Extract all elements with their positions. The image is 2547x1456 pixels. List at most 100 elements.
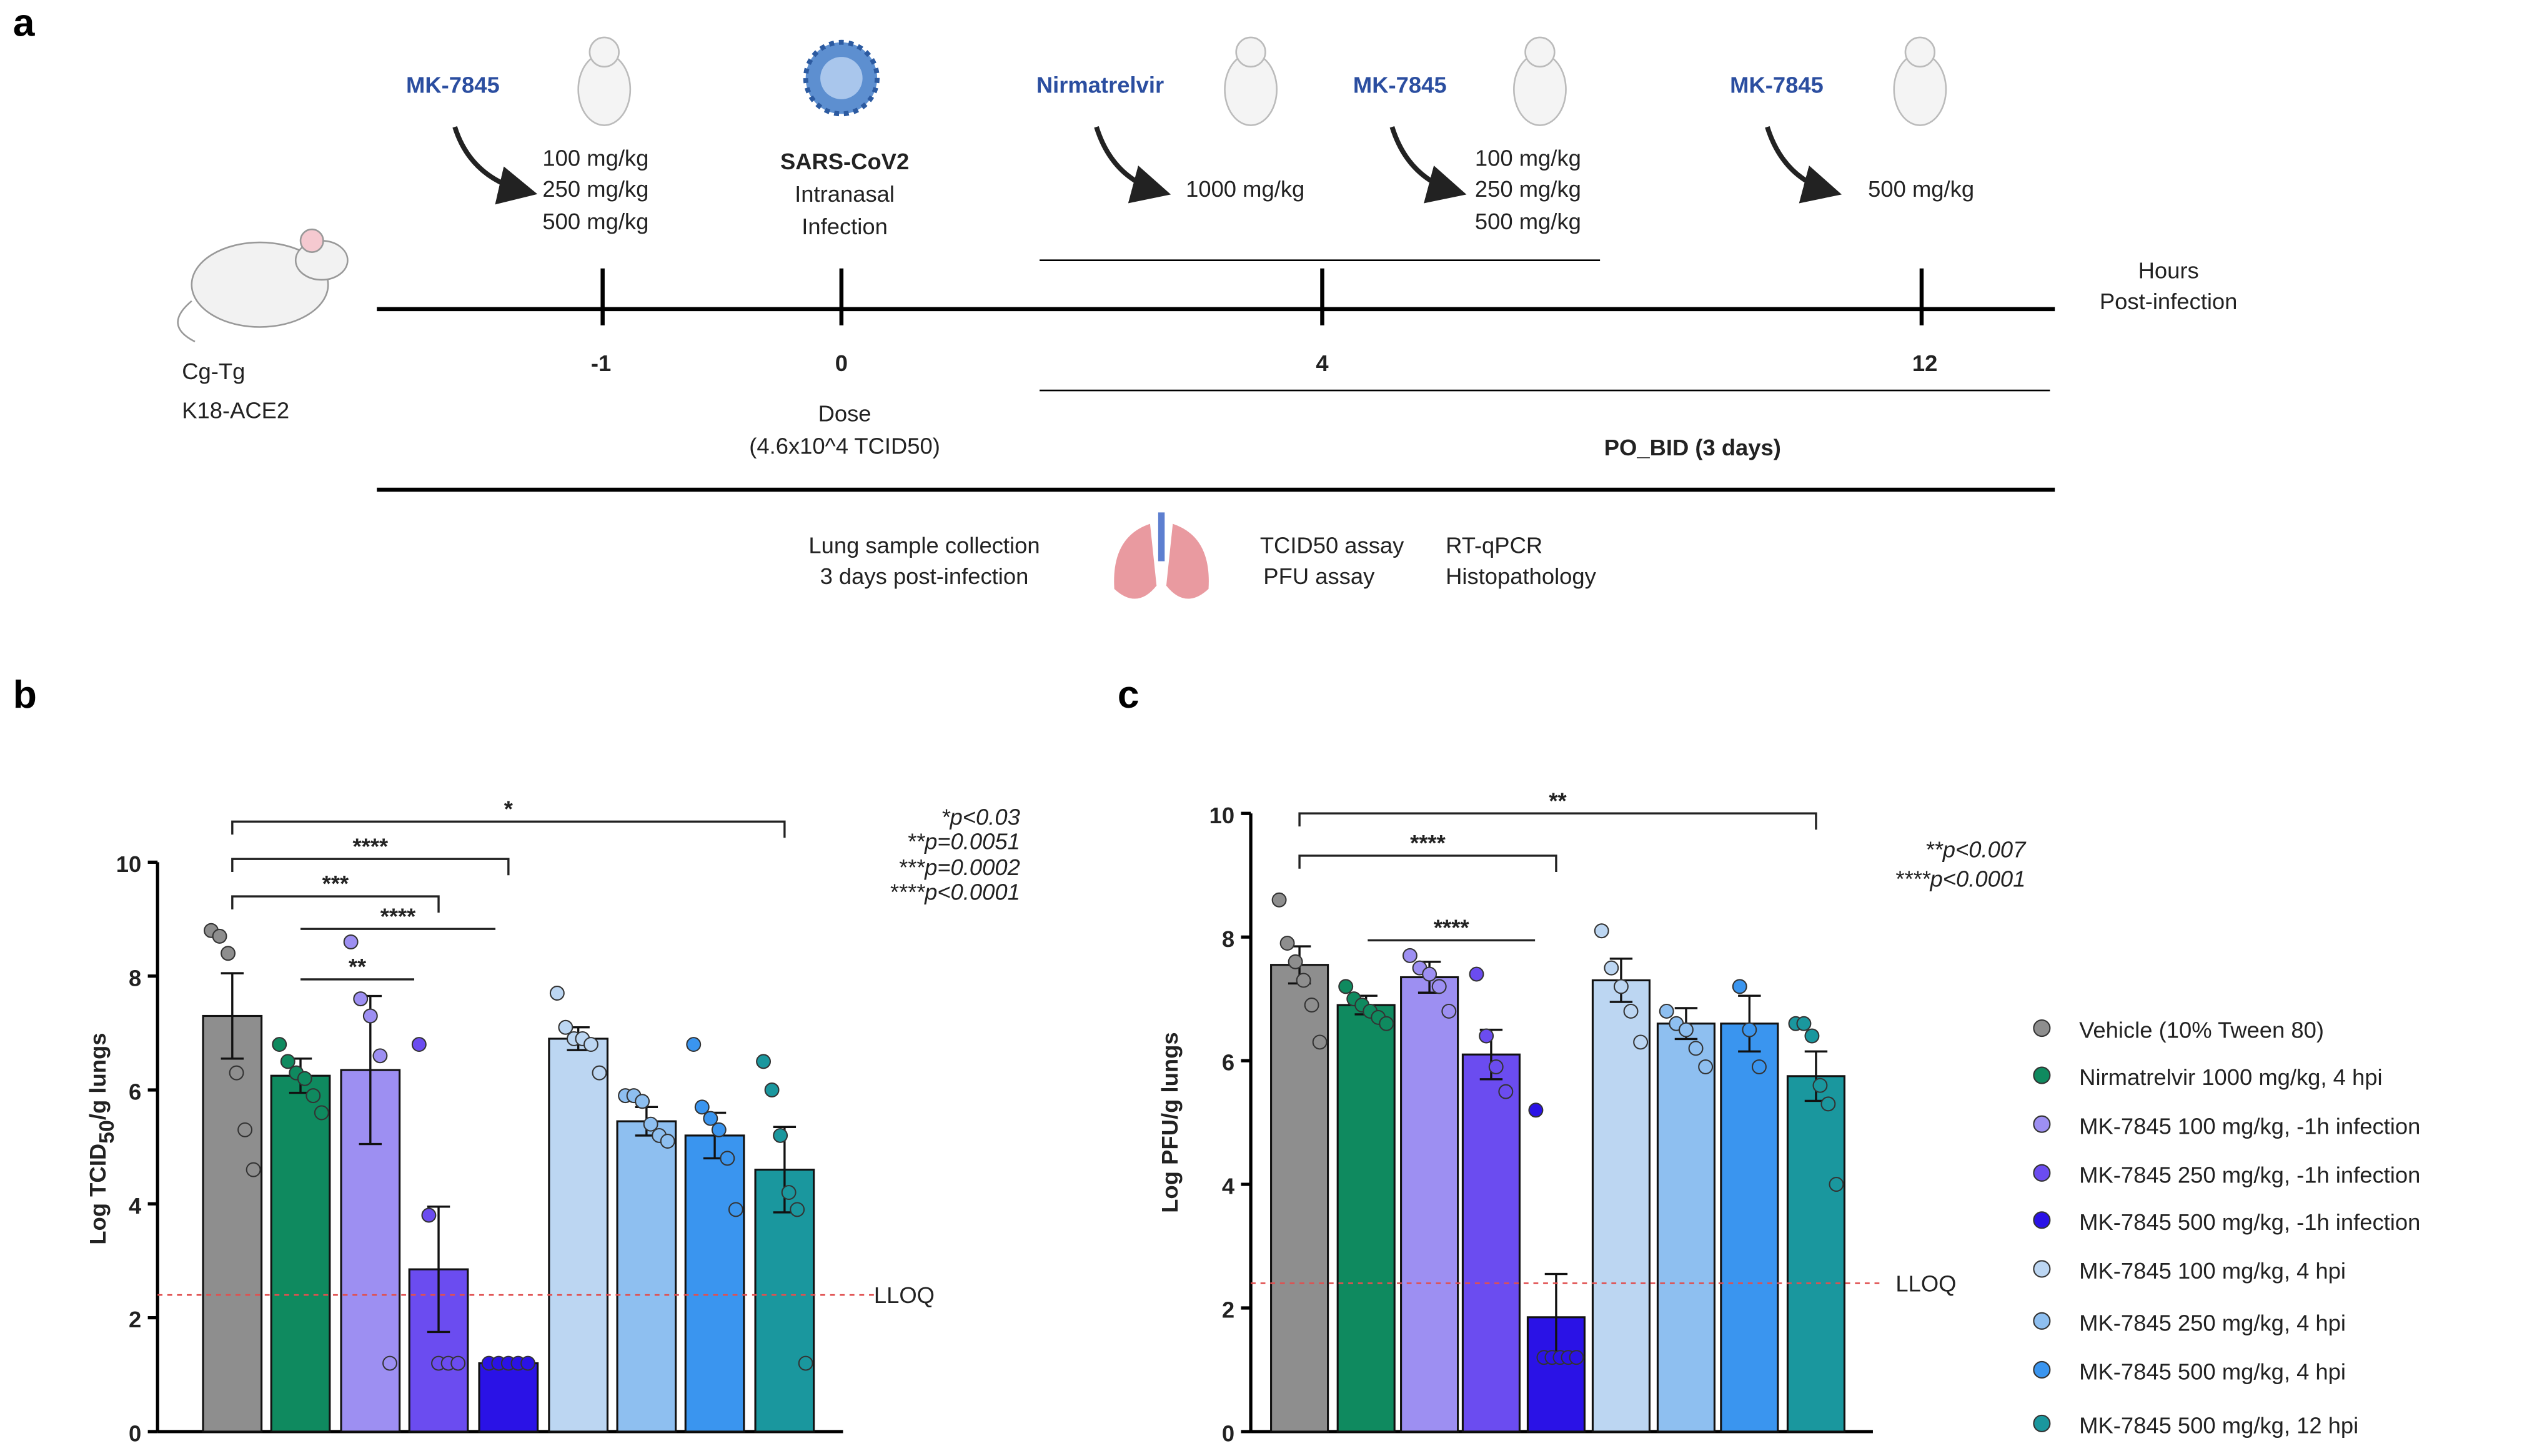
data-point [280, 1054, 295, 1069]
legend-label: MK-7845 100 mg/kg, -1h infection [2079, 1113, 2420, 1139]
bar [1656, 1023, 1715, 1433]
data-point [237, 1122, 253, 1137]
data-point [314, 1105, 329, 1121]
regimen-label: PO_BID (3 days) [1604, 435, 1781, 460]
legend-swatch [2033, 1115, 2051, 1133]
bar [1461, 1053, 1521, 1433]
significance-label: **** [353, 833, 389, 859]
data-point [1659, 1003, 1674, 1019]
legend-swatch [2033, 1164, 2051, 1182]
y-tick-label: 6 [1222, 1050, 1234, 1076]
data-point [635, 1094, 650, 1109]
data-point [1569, 1350, 1584, 1365]
legend-swatch [2033, 1260, 2051, 1278]
y-axis-label-part: /g lungs [85, 1033, 111, 1120]
data-point [790, 1202, 805, 1217]
data-point [1431, 979, 1447, 994]
data-point [1804, 1028, 1820, 1044]
data-point [1469, 966, 1484, 982]
data-point [421, 1207, 437, 1223]
assay-label: RT-qPCR [1446, 532, 1542, 558]
lloq-label: LLOQ [874, 1282, 935, 1308]
legend-label: MK-7845 100 mg/kg, 4 hpi [2079, 1258, 2346, 1284]
data-point [764, 1082, 780, 1097]
data-point [1279, 936, 1295, 951]
data-point [1688, 1041, 1704, 1056]
data-point [1594, 923, 1609, 939]
data-point [1479, 1028, 1494, 1044]
bar [1400, 976, 1459, 1433]
y-axis-label-part: 50 [95, 1120, 119, 1144]
data-point [297, 1071, 312, 1086]
data-point [353, 991, 369, 1007]
assay-label: Histopathology [1446, 563, 1597, 589]
significance-bracket [1298, 812, 1817, 830]
bar [1786, 1075, 1846, 1433]
arrow [1765, 126, 1842, 204]
mouse-label: Cg-Tg [182, 359, 245, 384]
data-point [694, 1099, 710, 1115]
panel-label: a [13, 1, 36, 44]
bar [202, 1014, 263, 1433]
data-point [549, 986, 565, 1001]
data-point [1379, 1016, 1394, 1031]
legend-swatch [2033, 1019, 2051, 1038]
data-point [1488, 1059, 1504, 1074]
panel-label: c [1118, 673, 1139, 716]
y-axis-label: Log PFU/g lungs [1157, 1032, 1183, 1213]
bar [1720, 1023, 1779, 1433]
timepoint-label: -1 [591, 350, 611, 376]
bar [684, 1134, 745, 1433]
data-point [520, 1355, 536, 1371]
significance-bracket [231, 895, 440, 913]
y-tick-label: 4 [129, 1193, 142, 1219]
axis-label: Hours [2138, 257, 2199, 283]
y-tick-label: 10 [116, 851, 141, 877]
data-point [1633, 1034, 1649, 1050]
infection-label: Infection [802, 214, 888, 239]
significance-bracket [231, 858, 510, 876]
data-point [1613, 979, 1629, 994]
data-point [1296, 973, 1311, 988]
drug-label: MK-7845 [1730, 72, 1824, 97]
y-tick-label: 10 [1209, 803, 1234, 828]
dose-label: 500 mg/kg [542, 209, 648, 234]
data-point [1812, 1077, 1828, 1093]
data-point [221, 946, 236, 961]
dose-label: 1000 mg/kg [1186, 176, 1304, 202]
significance-label: **** [380, 903, 416, 929]
p-value-note: *p<0.03 [941, 804, 1020, 830]
dose-label: 500 mg/kg [1868, 176, 1974, 202]
y-axis-label-part: Log PFU/g lungs [1157, 1032, 1183, 1213]
mouse-label: K18-ACE2 [182, 397, 289, 423]
assay-label: TCID50 assay [1260, 532, 1404, 558]
y-tick-label: 8 [129, 965, 141, 991]
data-point [781, 1185, 797, 1201]
data-point [1698, 1059, 1714, 1074]
data-point [362, 1008, 378, 1024]
y-tick-label: 0 [1222, 1421, 1234, 1447]
collection-label: 3 days post-infection [820, 563, 1029, 589]
data-point [1271, 892, 1287, 908]
significance-label: * [504, 796, 514, 821]
arrow [1389, 126, 1467, 204]
p-value-note: ****p<0.0001 [889, 879, 1020, 904]
timepoint-label: 0 [835, 350, 848, 376]
data-point [773, 1127, 788, 1143]
significance-label: **** [1410, 830, 1446, 856]
dose-label: 100 mg/kg [542, 146, 648, 171]
virus-icon [803, 39, 880, 117]
timepoint-label: 4 [1316, 350, 1329, 376]
legend-label: MK-7845 500 mg/kg, 4 hpi [2079, 1359, 2346, 1385]
data-point [305, 1088, 321, 1104]
y-tick-label: 2 [129, 1307, 141, 1332]
data-point [660, 1134, 675, 1149]
p-value-note: ****p<0.0001 [1895, 866, 2025, 891]
dose-label: 500 mg/kg [1475, 209, 1581, 234]
data-point [1402, 948, 1417, 963]
significance-label: ** [349, 954, 367, 979]
data-point [1678, 1022, 1694, 1038]
data-point [1498, 1084, 1514, 1099]
arrow [452, 126, 538, 205]
mouse-icon [177, 228, 349, 343]
